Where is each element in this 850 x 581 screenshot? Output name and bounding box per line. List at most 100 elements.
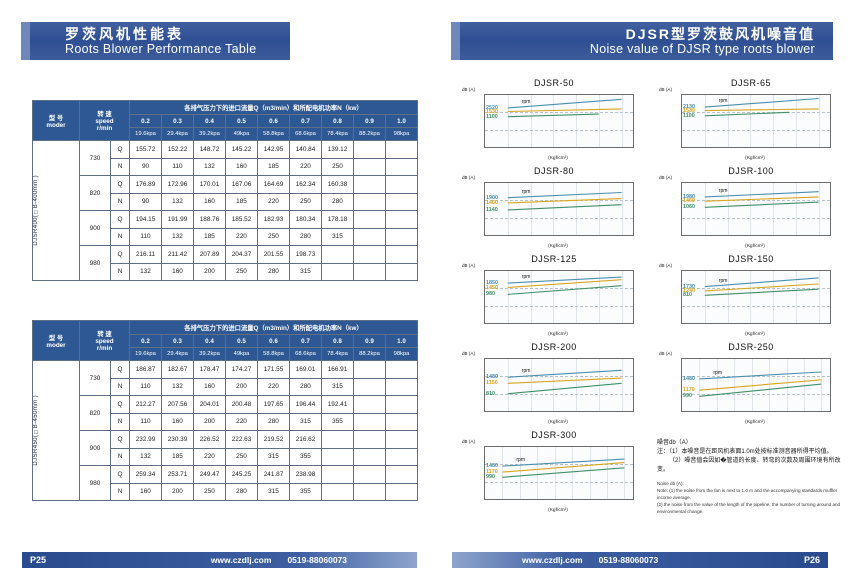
- gridline-v: [818, 183, 820, 235]
- legend-rpm-1100: 1100: [683, 112, 695, 119]
- header-pressure-8: 1.0: [385, 334, 418, 348]
- gridline-v: [598, 95, 600, 147]
- series-1530: [507, 108, 622, 113]
- table-row: 820 Q 212.27 207.56 204.01 200.48 197.65 196.44…: [33, 395, 418, 431]
- series-lines: [507, 191, 622, 211]
- header-speed-en1: speed: [95, 118, 114, 125]
- cell-Q-730-0: 155.72: [129, 140, 162, 159]
- cell-N-820-0: 110: [129, 412, 162, 431]
- legend-rpm-980: 980: [486, 291, 495, 298]
- cell-N-820-4: 280: [257, 412, 290, 431]
- header-kpa-7: 88.2kpa: [353, 347, 386, 361]
- chart-ylabel: dB (A): [462, 175, 476, 180]
- cell-Q-820-4: 164.69: [257, 175, 290, 194]
- cell-N-980-1: 160: [161, 262, 194, 281]
- legend-rpm-1140: 1140: [486, 206, 498, 213]
- legend-rpm-1480: 1480: [486, 463, 498, 470]
- row-type-N: N: [110, 262, 130, 281]
- cell-N-730-1: 110: [161, 157, 194, 176]
- cell-N-730-8: [385, 377, 418, 396]
- cell-N-980-2: 250: [193, 482, 226, 501]
- series-1060: [704, 201, 819, 208]
- table-row: N 132 185 220 250 315 355: [33, 447, 418, 466]
- cell-N-820-5: 315: [289, 412, 322, 431]
- cell-Q-900-6: [321, 430, 354, 449]
- series-lines: [704, 97, 819, 117]
- chart-title: DJSR-80: [533, 166, 574, 176]
- notes-en-line-2: (2) the noise from the value of the leng…: [657, 502, 841, 514]
- row-type-Q: Q: [110, 175, 130, 194]
- gridline-v: [576, 95, 578, 147]
- cell-Q-980-3: 204.37: [225, 245, 258, 264]
- table-row: DJSR450(□B-450mm ) 730 Q 186.87 182.67 178.47…: [32, 360, 418, 501]
- gridline-v: [621, 95, 623, 147]
- gridline-v: [553, 183, 555, 235]
- legend-rpm-810: 810: [486, 390, 495, 397]
- chart-xlabel: (Kgf/cm²): [745, 244, 765, 249]
- cell-N-980-6: [321, 482, 354, 501]
- cell-N-730-3: 200: [225, 377, 258, 396]
- cell-Q-820-5: 162.34: [289, 175, 322, 194]
- cell-Q-980-7: [353, 245, 386, 264]
- series-lines: [704, 277, 819, 296]
- cell-N-730-6: 250: [321, 157, 354, 176]
- header-speed-cn: 转 速: [97, 331, 112, 338]
- notes-cn-line-1: 注：（1）本噪音是在距风机表面1.0m处按标准测音器所得平均值。: [657, 449, 833, 455]
- right-banner-cap: [451, 22, 460, 60]
- header-kpa-1: 29.4kpa: [161, 127, 194, 141]
- gridline-v: [803, 359, 805, 411]
- gridline-v: [507, 271, 509, 323]
- cell-N-900-8: [385, 227, 418, 246]
- page-number-right: P26: [803, 555, 820, 565]
- cell-Q-900-7: [353, 210, 386, 229]
- legend-rpm-990: 990: [683, 393, 692, 400]
- table-row: N 110 132 185 220 250 280 315: [33, 227, 418, 246]
- cell-N-730-5: 280: [289, 377, 322, 396]
- header-pressure-5: 0.7: [289, 334, 322, 348]
- header-model: 型 号 moder: [32, 320, 80, 361]
- cell-Q-730-5: 169.01: [289, 360, 322, 379]
- legend-title: rpm: [521, 99, 531, 105]
- notes-cn-title: 噪音db（A）: [657, 440, 692, 446]
- gridline-v: [621, 359, 623, 411]
- series-1100: [704, 111, 790, 117]
- legend-title: rpm: [521, 368, 531, 375]
- footer-left-site[interactable]: www.czdlj.com: [210, 555, 272, 565]
- gridline-v: [773, 271, 775, 323]
- cell-N-980-3: 280: [225, 482, 258, 501]
- cell-N-900-1: 132: [161, 227, 194, 246]
- series-1980: [704, 191, 819, 198]
- notes-en-line-1: Note: (1) the noise from the fan is next…: [657, 488, 838, 500]
- row-type-Q: Q: [110, 360, 130, 379]
- legend-rpm-1730: 1730: [683, 283, 695, 290]
- table-row: DJSR400(□B-400mm ) 730 Q 155.72 152.22 148.72…: [32, 140, 418, 281]
- header-pressure-1: 0.3: [161, 114, 194, 128]
- chart-ylabel: dB (A): [659, 263, 673, 268]
- header-kpa-0: 19.6kpa: [129, 347, 162, 361]
- row-type-N: N: [110, 192, 130, 211]
- cell-N-730-7: [353, 157, 386, 176]
- cell-Q-730-1: 152.22: [161, 140, 194, 159]
- cell-N-900-3: 250: [225, 447, 258, 466]
- cell-Q-730-4: 142.95: [257, 140, 290, 159]
- legend-rpm-810: 810: [683, 292, 692, 299]
- header-kpa-8: 98kpa: [385, 347, 418, 361]
- header-model-cn: 型 号: [48, 114, 64, 122]
- header-group: 各排气压力下的进口流量Q（m3/min）和所配电机功率N（kw）: [129, 100, 418, 115]
- gridline-h: [485, 464, 633, 466]
- gridline-v: [704, 95, 706, 147]
- series-lines: [704, 191, 819, 208]
- gridline-v: [530, 271, 532, 323]
- series-1460: [704, 196, 819, 202]
- cell-Q-730-2: 148.72: [193, 140, 226, 159]
- gridline-v: [507, 183, 509, 235]
- row-type-Q: Q: [110, 465, 130, 484]
- row-type-N: N: [110, 157, 130, 176]
- cell-Q-730-8: [385, 360, 418, 379]
- header-kpa-6: 78.4kpa: [321, 347, 354, 361]
- gridline-v: [704, 183, 706, 235]
- footer-right-site[interactable]: www.czdlj.com: [522, 555, 583, 565]
